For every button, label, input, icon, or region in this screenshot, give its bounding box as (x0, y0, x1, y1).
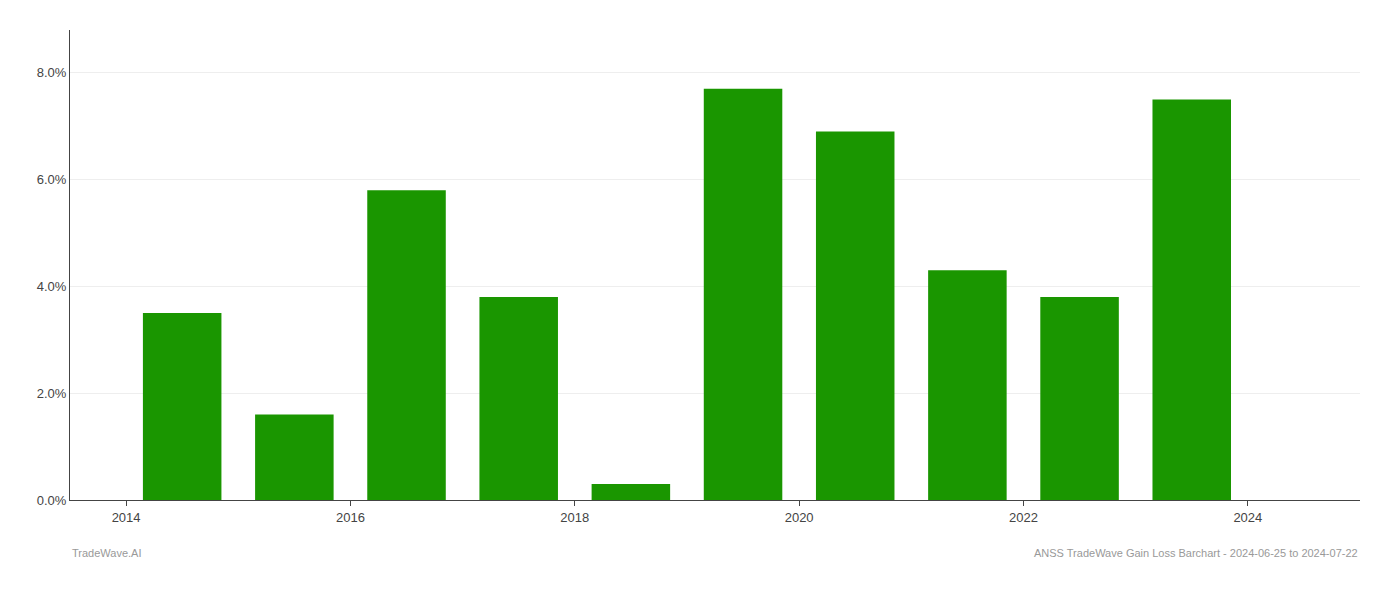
svg-text:ANSS TradeWave Gain Loss Barch: ANSS TradeWave Gain Loss Barchart - 2024… (1034, 547, 1358, 559)
svg-text:0.0%: 0.0% (37, 493, 67, 508)
svg-text:2.0%: 2.0% (37, 386, 67, 401)
svg-text:2016: 2016 (336, 510, 365, 525)
svg-text:6.0%: 6.0% (37, 172, 67, 187)
svg-text:2014: 2014 (112, 510, 141, 525)
svg-text:2018: 2018 (560, 510, 589, 525)
svg-text:8.0%: 8.0% (37, 65, 67, 80)
svg-text:2022: 2022 (1009, 510, 1038, 525)
svg-text:2024: 2024 (1233, 510, 1262, 525)
svg-text:2020: 2020 (785, 510, 814, 525)
svg-text:TradeWave.AI: TradeWave.AI (72, 547, 142, 559)
svg-text:4.0%: 4.0% (37, 279, 67, 294)
